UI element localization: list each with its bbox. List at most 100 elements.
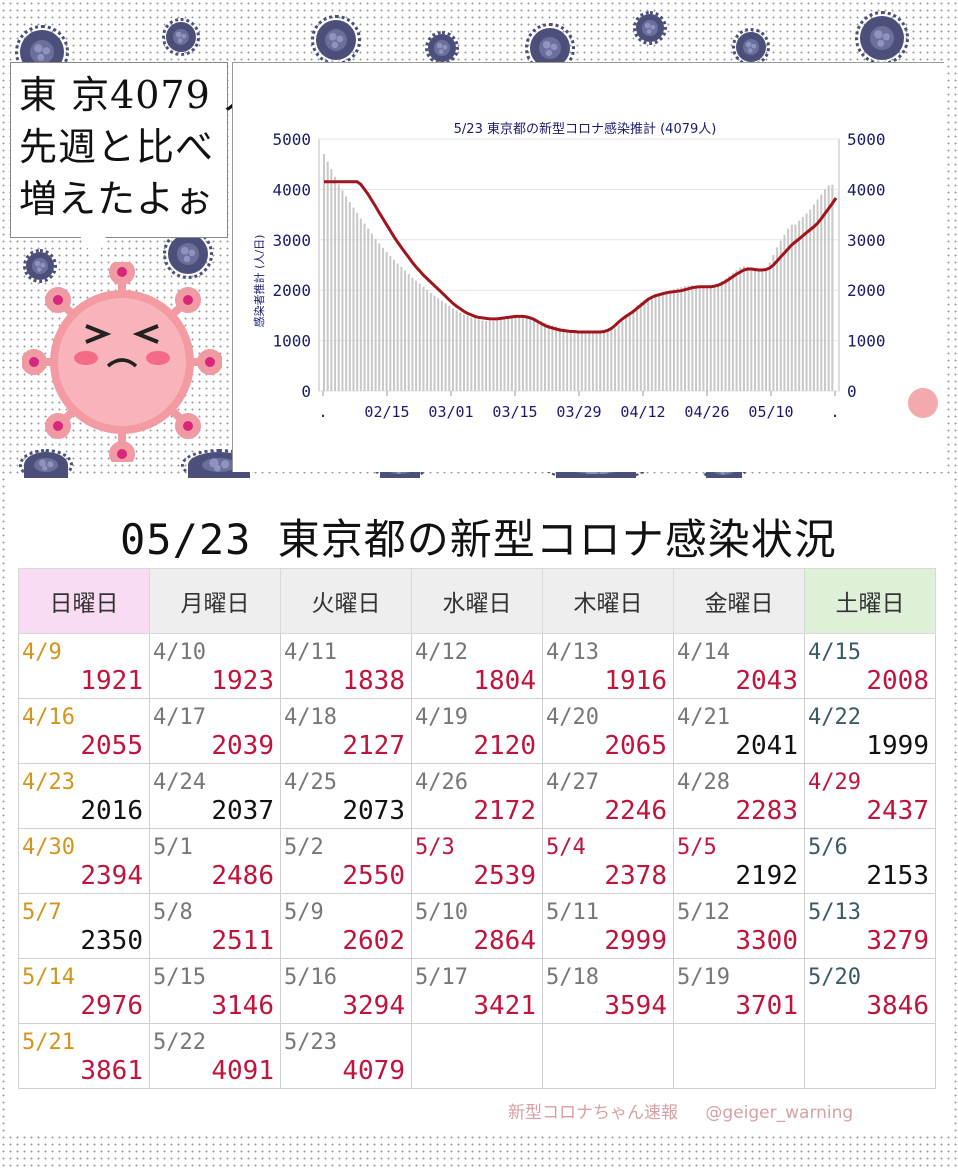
- chart-bar: [485, 320, 488, 391]
- cell-count: 3146: [211, 991, 274, 1021]
- cell-count: 2016: [80, 796, 143, 826]
- calendar-row: 5/21 3861 5/22 4091 5/23 4079: [18, 1023, 936, 1089]
- cell-count: 2486: [211, 861, 274, 891]
- calendar-cell: 4/14 2043: [673, 633, 805, 699]
- cell-date: 4/11: [284, 640, 337, 665]
- chart-bar: [385, 251, 388, 391]
- footer-credit: 新型コロナちゃん速報 @geiger_warning: [508, 1098, 875, 1123]
- chart-bar: [790, 224, 793, 391]
- speech-line: 先週と比べ: [19, 125, 215, 169]
- cell-count: 2039: [211, 731, 274, 761]
- chart-bar: [779, 240, 782, 391]
- calendar-cell: 5/18 3594: [542, 958, 674, 1024]
- chart-bar: [429, 292, 432, 391]
- y-tick-label-right: 1000: [847, 332, 886, 351]
- chart-bar: [695, 285, 698, 391]
- calendar-cell: 5/21 3861: [18, 1023, 150, 1089]
- calendar-cell: 5/16 3294: [280, 958, 412, 1024]
- chart-bar: [514, 316, 517, 391]
- cell-count: 1916: [604, 666, 667, 696]
- cell-count: 2539: [473, 861, 536, 891]
- chart-bar: [591, 332, 594, 391]
- speech-bubble-tail: [80, 236, 106, 262]
- chart-bar: [392, 259, 396, 391]
- cell-date: 4/12: [415, 640, 468, 665]
- chart-bar: [433, 295, 436, 391]
- chart-bar: [415, 280, 418, 391]
- chart-bar: [558, 327, 561, 391]
- calendar-cell: 5/1 2486: [149, 828, 281, 894]
- calendar-cell: 5/2 2550: [280, 828, 412, 894]
- chart-bar: [698, 285, 701, 391]
- x-tick-label: 03/29: [556, 403, 601, 421]
- cell-count: 4091: [211, 1056, 274, 1086]
- chart-bar: [451, 308, 454, 391]
- header-wednesday: 水曜日: [411, 568, 543, 634]
- cell-count: 1923: [211, 666, 274, 696]
- chart-bar: [348, 202, 351, 391]
- chart-bar: [617, 325, 620, 391]
- y-tick-label-right: 2000: [847, 281, 886, 300]
- chart-bar: [444, 303, 447, 391]
- calendar-table: 日曜日 月曜日 火曜日 水曜日 木曜日 金曜日 土曜日 4/9 1921 4/10 1…: [18, 568, 936, 1089]
- y-axis-label: 感染者推計 (人/日): [252, 235, 266, 328]
- calendar-cell: 5/7 2350: [18, 893, 150, 959]
- cell-date: 5/18: [546, 965, 599, 990]
- chart-bar: [334, 176, 337, 391]
- chart-bar: [728, 276, 731, 391]
- chart-bar: [665, 291, 668, 391]
- cell-count: 2120: [473, 731, 536, 761]
- x-tick-label: .: [318, 403, 327, 421]
- chart-bar: [411, 277, 414, 391]
- chart-bar: [772, 254, 775, 391]
- cell-date: 4/22: [808, 705, 861, 730]
- chart-bar: [588, 332, 591, 391]
- cell-date: 4/25: [284, 770, 337, 795]
- cell-date: 4/10: [153, 640, 206, 665]
- calendar-cell: 4/30 2394: [18, 828, 150, 894]
- chart-bar: [381, 247, 384, 391]
- cell-count: 2999: [604, 926, 667, 956]
- virus-icon: [732, 28, 770, 66]
- x-tick-label: 03/01: [428, 403, 473, 421]
- calendar-cell: 4/16 2055: [18, 698, 150, 764]
- chart-bar: [437, 298, 440, 391]
- chart-bar: [459, 312, 462, 391]
- cell-count: 2437: [866, 796, 929, 826]
- chart-bar: [370, 233, 373, 391]
- chart-bar: [389, 255, 392, 391]
- cell-date: 4/29: [808, 770, 861, 795]
- cell-date: 5/19: [677, 965, 730, 990]
- cell-date: 4/16: [22, 705, 75, 730]
- virus-icon: [18, 448, 74, 482]
- chart-bar: [720, 281, 723, 391]
- cell-date: 4/19: [415, 705, 468, 730]
- cell-date: 5/1: [153, 835, 193, 860]
- infection-chart: 5/23 東京都の新型コロナ感染推計 (4079人) 0 1000 2000 3000…: [252, 121, 886, 421]
- cell-date: 5/4: [546, 835, 586, 860]
- chart-bar: [426, 289, 429, 391]
- calendar-cell: 5/5 2192: [673, 828, 805, 894]
- chart-bar: [706, 286, 709, 391]
- chart-bar: [345, 196, 348, 391]
- chart-bar: [613, 328, 617, 391]
- cell-date: 5/5: [677, 835, 717, 860]
- calendar-cell: 5/17 3421: [411, 958, 543, 1024]
- calendar-cell: 4/18 2127: [280, 698, 412, 764]
- calendar-cell: [673, 1023, 805, 1089]
- chart-bar: [750, 268, 753, 391]
- speech-bubble: 東 京4079 人 先週と比べ 増えたよぉ: [10, 62, 262, 238]
- cell-date: 5/16: [284, 965, 337, 990]
- cell-count: 1921: [80, 666, 143, 696]
- calendar-row: 4/23 2016 4/24 2037 4/25 2073 4/26 2172 4/27 2246…: [18, 763, 936, 829]
- small-virus-icon: [908, 388, 938, 418]
- chart-bar: [823, 189, 826, 391]
- header-monday: 月曜日: [149, 568, 281, 634]
- chart-bar: [599, 332, 602, 391]
- cell-count: 2246: [604, 796, 667, 826]
- chart-bar: [639, 302, 642, 391]
- calendar-cell: 5/14 2976: [18, 958, 150, 1024]
- cell-date: 5/9: [284, 900, 324, 925]
- x-tick-label: .: [830, 403, 839, 421]
- chart-bar: [566, 329, 569, 391]
